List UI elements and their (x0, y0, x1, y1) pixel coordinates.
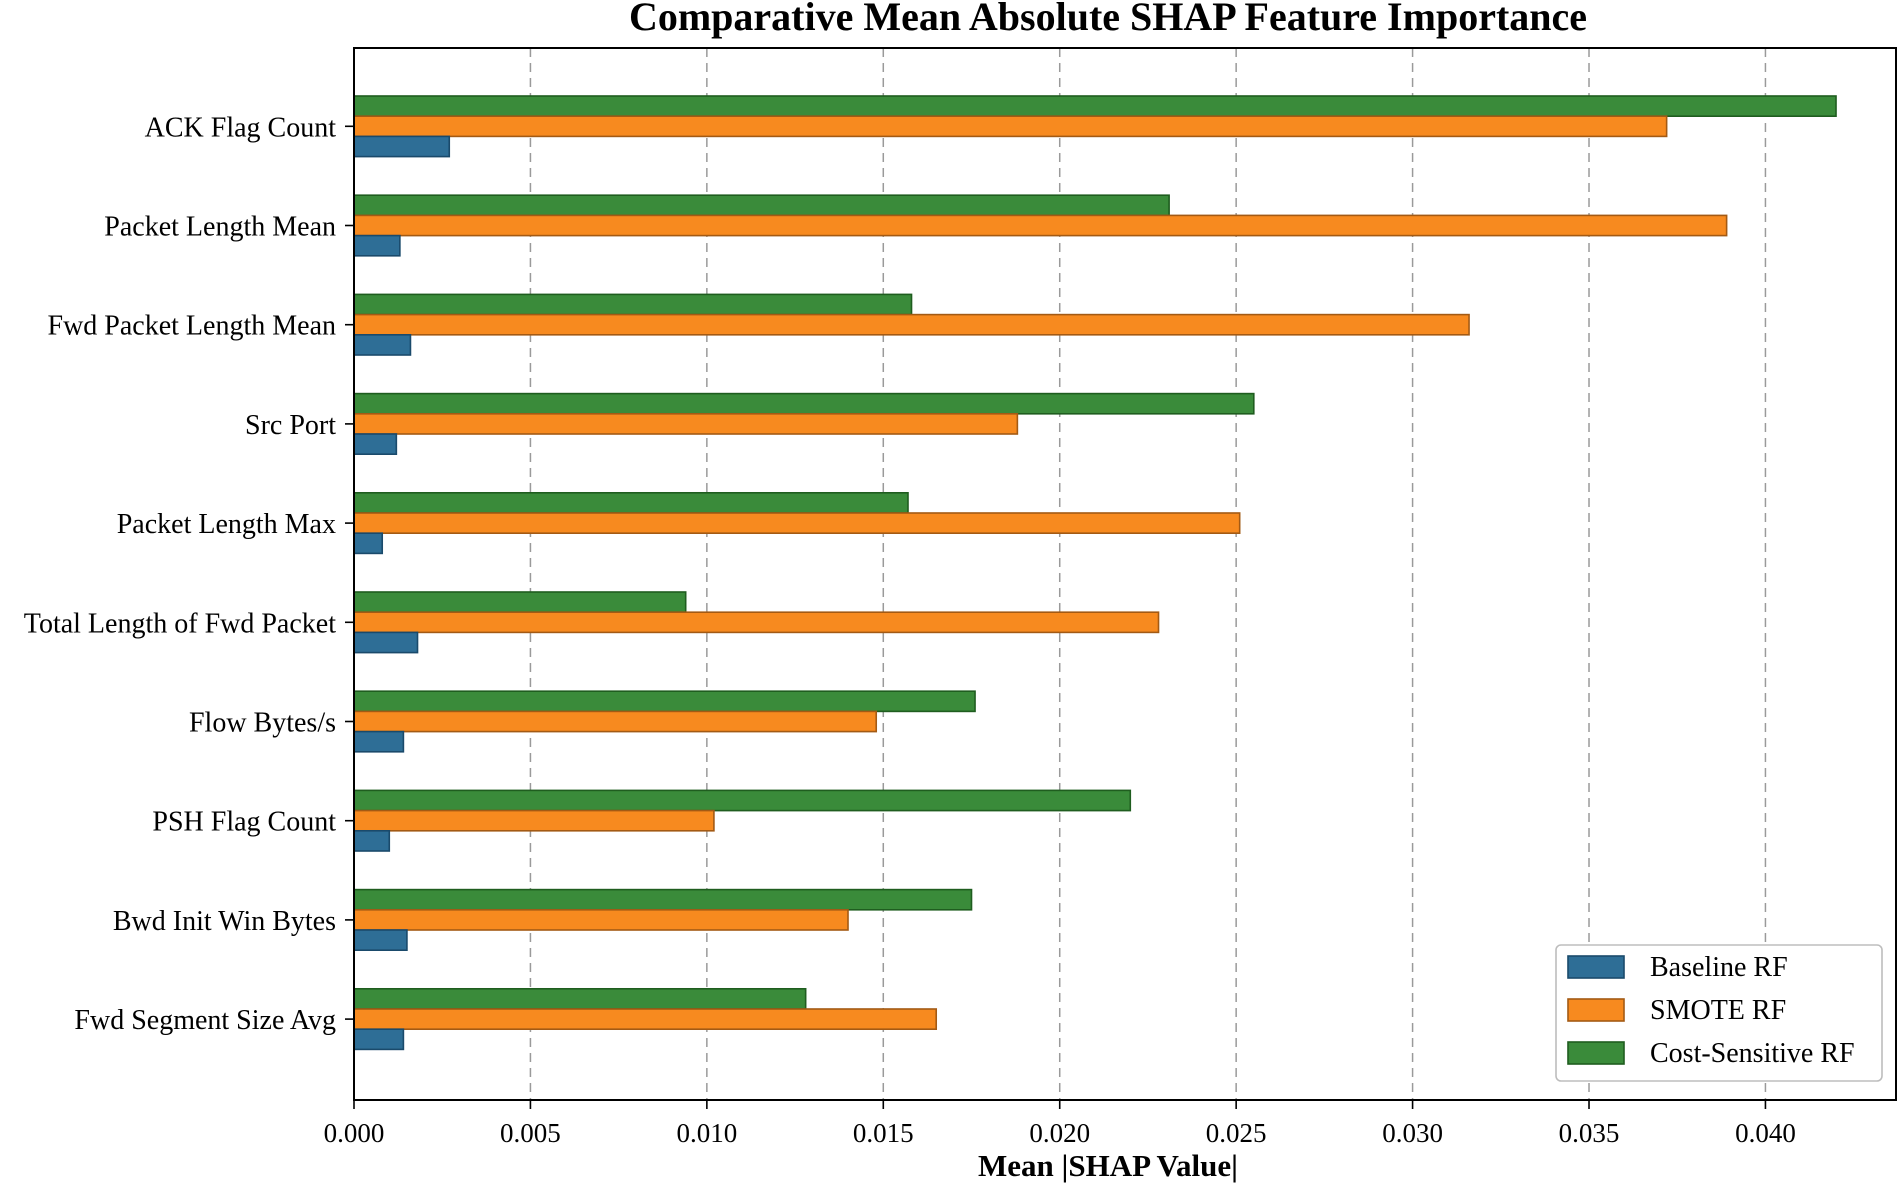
bar-smote-rf (353, 1008, 938, 1031)
legend-label: SMOTE RF (1650, 995, 1786, 1026)
bar-baseline-rf (353, 929, 408, 952)
x-tick-label: 0.035 (1559, 1118, 1620, 1148)
bar-cost-sensitive-rf (353, 690, 976, 713)
bar-baseline-rf (353, 333, 412, 356)
y-category-label: ACK Flag Count (145, 112, 337, 143)
y-category-label: Packet Length Max (117, 509, 336, 540)
legend-swatch (1567, 1041, 1625, 1065)
bar-cost-sensitive-rf (353, 888, 973, 911)
bar-smote-rf (353, 313, 1470, 336)
bar-cost-sensitive-rf (353, 95, 1837, 118)
bar-smote-rf (353, 809, 715, 832)
bar-smote-rf (353, 512, 1241, 535)
legend: Baseline RF SMOTE RF Cost-Sensitive RF (1555, 944, 1883, 1082)
chart-title: Comparative Mean Absolute SHAP Feature I… (629, 0, 1587, 39)
bar-baseline-rf (353, 433, 398, 456)
bar-baseline-rf (353, 730, 405, 753)
x-tick-label: 0.030 (1382, 1118, 1443, 1148)
y-category-label: PSH Flag Count (152, 807, 336, 838)
x-tick-label: 0.025 (1206, 1118, 1267, 1148)
y-category-label: Total Length of Fwd Packet (24, 608, 336, 639)
y-axis-categories: ACK Flag Count Packet Length Mean Fwd Pack… (24, 112, 354, 1036)
bars (353, 95, 1837, 1051)
y-category-label: Fwd Segment Size Avg (74, 1005, 336, 1036)
y-category-label: Flow Bytes/s (189, 708, 336, 739)
x-tick-label: 0.005 (500, 1118, 561, 1148)
legend-label: Cost-Sensitive RF (1650, 1038, 1855, 1069)
bar-smote-rf (353, 611, 1160, 634)
bar-smote-rf (353, 214, 1728, 237)
bar-baseline-rf (353, 135, 451, 158)
bar-cost-sensitive-rf (353, 987, 807, 1010)
bar-baseline-rf (353, 631, 419, 654)
bar-smote-rf (353, 115, 1668, 138)
bar-baseline-rf (353, 1028, 405, 1051)
plot-frame (353, 47, 1897, 1101)
bar-cost-sensitive-rf (353, 392, 1255, 415)
x-tick-label: 0.015 (853, 1118, 914, 1148)
legend-box (1555, 944, 1883, 1082)
bar-cost-sensitive-rf (353, 591, 687, 614)
x-tick-label: 0.010 (676, 1118, 737, 1148)
legend-swatch (1567, 955, 1625, 979)
x-tick-label: 0.000 (324, 1118, 385, 1148)
x-axis-label: Mean |SHAP Value| (978, 1148, 1238, 1183)
x-tick-label: 0.020 (1029, 1118, 1090, 1148)
bar-cost-sensitive-rf (353, 293, 913, 316)
bar-cost-sensitive-rf (353, 491, 909, 514)
bar-cost-sensitive-rf (353, 194, 1170, 217)
x-axis-ticks: 0.000 0.005 0.010 0.015 0.020 0.025 0.030 0.035… (324, 1100, 1796, 1148)
y-category-label: Bwd Init Win Bytes (113, 906, 336, 937)
x-tick-label: 0.040 (1735, 1118, 1796, 1148)
y-category-label: Src Port (245, 410, 336, 441)
bar-smote-rf (353, 412, 1019, 435)
bar-cost-sensitive-rf (353, 789, 1132, 812)
bar-baseline-rf (353, 532, 384, 555)
bar-baseline-rf (353, 829, 391, 852)
legend-swatch (1567, 998, 1625, 1022)
bar-baseline-rf (353, 234, 401, 257)
bar-smote-rf (353, 908, 849, 931)
y-category-label: Fwd Packet Length Mean (48, 311, 337, 342)
legend-label: Baseline RF (1650, 952, 1788, 983)
y-category-label: Packet Length Mean (104, 212, 336, 243)
bar-smote-rf (353, 710, 878, 733)
